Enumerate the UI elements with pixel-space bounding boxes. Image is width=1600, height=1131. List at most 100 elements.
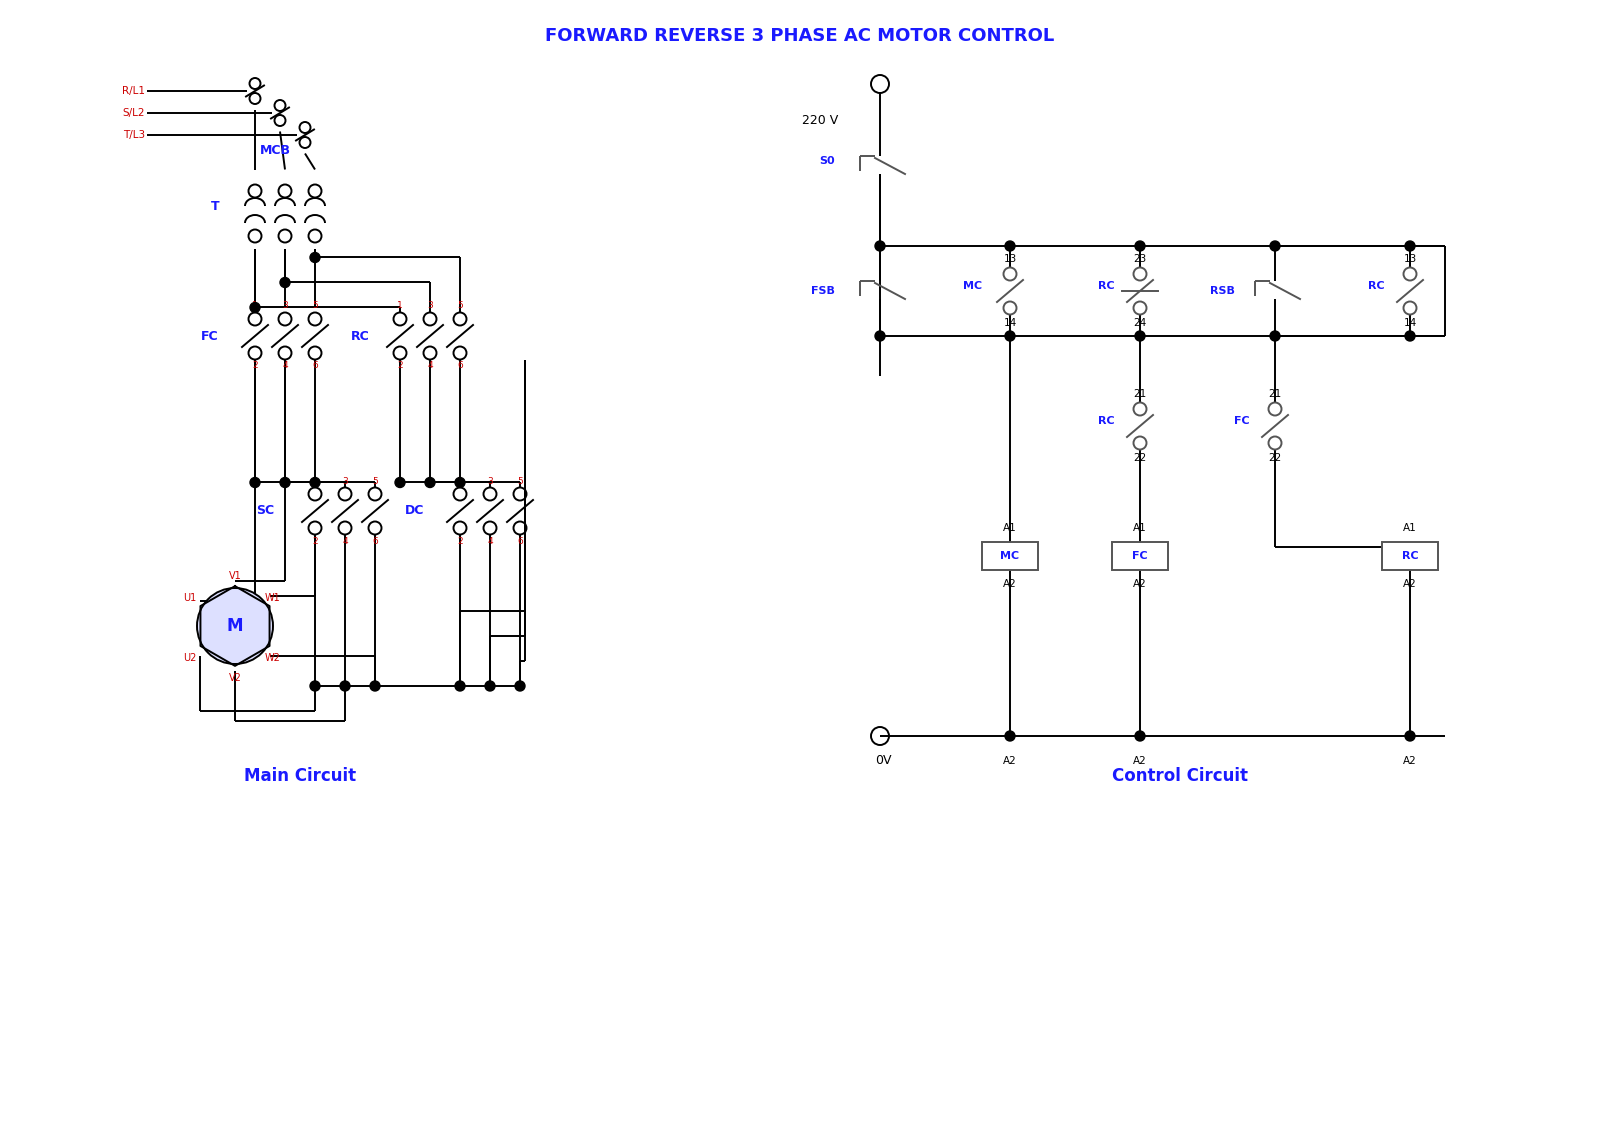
Circle shape [1134, 241, 1146, 251]
Text: RC: RC [1098, 416, 1115, 426]
Text: 6: 6 [373, 536, 378, 545]
Circle shape [1270, 241, 1280, 251]
Text: T: T [211, 199, 219, 213]
FancyBboxPatch shape [982, 542, 1038, 570]
Text: A2: A2 [1133, 579, 1147, 589]
Text: 2: 2 [397, 362, 403, 371]
Text: A1: A1 [1003, 523, 1018, 533]
Text: 2: 2 [253, 362, 258, 371]
Text: 5: 5 [458, 302, 462, 311]
Text: W2: W2 [266, 653, 282, 663]
Text: V2: V2 [229, 673, 242, 683]
Text: A1: A1 [1403, 523, 1418, 533]
Text: 22: 22 [1133, 454, 1147, 463]
Circle shape [1405, 241, 1414, 251]
Circle shape [310, 252, 320, 262]
Text: FC: FC [1234, 416, 1250, 426]
Text: A2: A2 [1003, 756, 1018, 766]
Text: MC: MC [1000, 551, 1019, 561]
Text: T/L3: T/L3 [123, 130, 146, 140]
Circle shape [250, 477, 259, 487]
Text: A2: A2 [1133, 756, 1147, 766]
Circle shape [1270, 331, 1280, 342]
Text: 6: 6 [312, 362, 318, 371]
Text: Main Circuit: Main Circuit [243, 767, 357, 785]
Text: RC: RC [350, 329, 370, 343]
Circle shape [395, 477, 405, 487]
Text: 1: 1 [312, 476, 318, 485]
Text: 13: 13 [1403, 254, 1416, 264]
Text: A2: A2 [1003, 579, 1018, 589]
Text: 220 V: 220 V [802, 114, 838, 128]
Circle shape [1005, 241, 1014, 251]
Circle shape [1405, 731, 1414, 741]
Circle shape [875, 331, 885, 342]
Text: FC: FC [1133, 551, 1147, 561]
Text: 3: 3 [282, 302, 288, 311]
Circle shape [250, 302, 259, 312]
Circle shape [310, 477, 320, 487]
Text: 5: 5 [517, 476, 523, 485]
Text: 5: 5 [312, 302, 318, 311]
FancyBboxPatch shape [1382, 542, 1438, 570]
Circle shape [454, 681, 466, 691]
Text: MC: MC [963, 280, 982, 291]
Text: 13: 13 [1003, 254, 1016, 264]
Text: U2: U2 [184, 653, 197, 663]
Circle shape [454, 477, 466, 487]
Circle shape [1134, 731, 1146, 741]
Circle shape [426, 477, 435, 487]
Circle shape [515, 681, 525, 691]
Text: 4: 4 [342, 536, 347, 545]
Text: MCB: MCB [259, 145, 291, 157]
Text: 6: 6 [458, 362, 462, 371]
Text: 3: 3 [486, 476, 493, 485]
Text: RC: RC [1402, 551, 1418, 561]
Text: A1: A1 [1133, 523, 1147, 533]
Text: 0V: 0V [875, 754, 891, 768]
Text: V1: V1 [229, 571, 242, 581]
Text: 6: 6 [517, 536, 523, 545]
Text: 2: 2 [312, 536, 318, 545]
Circle shape [280, 477, 290, 487]
Circle shape [875, 241, 885, 251]
Circle shape [370, 681, 381, 691]
Text: 14: 14 [1003, 318, 1016, 328]
Circle shape [197, 588, 274, 664]
Text: S0: S0 [819, 156, 835, 166]
Circle shape [1405, 331, 1414, 342]
Text: 4: 4 [486, 536, 493, 545]
Text: SC: SC [256, 504, 274, 518]
Text: 1: 1 [397, 302, 403, 311]
Text: W1: W1 [266, 593, 282, 603]
Circle shape [310, 681, 320, 691]
Circle shape [280, 277, 290, 287]
Text: 21: 21 [1133, 389, 1147, 399]
Text: U1: U1 [184, 593, 197, 603]
Circle shape [485, 681, 494, 691]
Text: RSB: RSB [1210, 286, 1235, 296]
Text: 1: 1 [253, 302, 258, 311]
Text: 3: 3 [342, 476, 347, 485]
Text: RC: RC [1368, 280, 1386, 291]
Text: 4: 4 [282, 362, 288, 371]
Text: A2: A2 [1403, 756, 1418, 766]
Text: FSB: FSB [811, 286, 835, 296]
Text: 24: 24 [1133, 318, 1147, 328]
FancyBboxPatch shape [1112, 542, 1168, 570]
Text: M: M [227, 618, 243, 634]
Text: 21: 21 [1269, 389, 1282, 399]
Text: FC: FC [202, 329, 219, 343]
Text: 2: 2 [458, 536, 462, 545]
Text: R/L1: R/L1 [122, 86, 146, 96]
Text: FORWARD REVERSE 3 PHASE AC MOTOR CONTROL: FORWARD REVERSE 3 PHASE AC MOTOR CONTROL [546, 27, 1054, 45]
Circle shape [339, 681, 350, 691]
Circle shape [1005, 331, 1014, 342]
Text: 3: 3 [427, 302, 434, 311]
Text: 1: 1 [458, 476, 462, 485]
Text: 5: 5 [373, 476, 378, 485]
Text: 14: 14 [1403, 318, 1416, 328]
Text: A2: A2 [1403, 579, 1418, 589]
Text: Control Circuit: Control Circuit [1112, 767, 1248, 785]
Text: S/L2: S/L2 [123, 107, 146, 118]
